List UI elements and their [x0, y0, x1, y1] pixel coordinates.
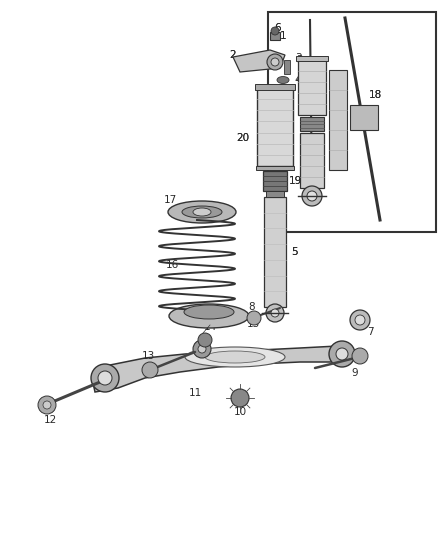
- Circle shape: [350, 310, 370, 330]
- Circle shape: [198, 345, 206, 353]
- Circle shape: [307, 191, 317, 201]
- Bar: [300, 117, 324, 131]
- Text: 16: 16: [166, 260, 179, 270]
- Circle shape: [271, 27, 279, 35]
- Bar: [300, 133, 324, 188]
- Bar: [270, 32, 280, 40]
- Text: 2: 2: [230, 50, 237, 60]
- Circle shape: [247, 311, 261, 325]
- Text: 19: 19: [288, 176, 302, 186]
- Text: 5: 5: [292, 247, 298, 257]
- Bar: [266, 191, 284, 197]
- Text: 7: 7: [367, 327, 373, 337]
- Circle shape: [271, 58, 279, 66]
- Circle shape: [336, 348, 348, 360]
- Circle shape: [198, 333, 212, 347]
- Bar: [268, 12, 436, 232]
- Circle shape: [38, 396, 56, 414]
- Ellipse shape: [193, 208, 211, 216]
- Text: 12: 12: [43, 415, 57, 425]
- Bar: [255, 84, 295, 90]
- Text: 13: 13: [141, 351, 155, 361]
- Text: 4: 4: [295, 75, 301, 85]
- Text: 17: 17: [163, 195, 177, 205]
- Text: 1: 1: [280, 31, 286, 41]
- Text: 5: 5: [292, 247, 298, 257]
- Ellipse shape: [169, 304, 249, 328]
- Text: 14: 14: [203, 322, 217, 332]
- Text: 8: 8: [249, 302, 255, 312]
- Circle shape: [352, 348, 368, 364]
- Bar: [263, 171, 287, 191]
- Text: 20: 20: [237, 133, 250, 143]
- Circle shape: [302, 186, 322, 206]
- Text: 19: 19: [288, 176, 302, 186]
- Ellipse shape: [168, 201, 236, 223]
- Circle shape: [142, 362, 158, 378]
- Polygon shape: [233, 50, 285, 72]
- Text: 10: 10: [233, 407, 247, 417]
- Circle shape: [43, 401, 51, 409]
- Text: 1: 1: [280, 31, 286, 41]
- Text: 20: 20: [237, 133, 250, 143]
- Bar: [350, 105, 378, 130]
- Ellipse shape: [277, 77, 289, 84]
- Text: 2: 2: [230, 50, 237, 60]
- Bar: [264, 197, 286, 307]
- Circle shape: [231, 389, 249, 407]
- Circle shape: [267, 54, 283, 70]
- Bar: [298, 60, 326, 115]
- Text: 15: 15: [246, 319, 260, 329]
- Text: 3: 3: [296, 55, 302, 65]
- Text: 18: 18: [368, 90, 381, 100]
- Circle shape: [193, 340, 211, 358]
- Circle shape: [271, 309, 279, 317]
- Text: 6: 6: [275, 23, 281, 33]
- Circle shape: [329, 341, 355, 367]
- Ellipse shape: [185, 347, 285, 367]
- Text: 3: 3: [295, 53, 301, 63]
- Ellipse shape: [205, 351, 265, 363]
- Bar: [329, 70, 347, 170]
- Text: 11: 11: [188, 388, 201, 398]
- Circle shape: [355, 315, 365, 325]
- Circle shape: [98, 371, 112, 385]
- Bar: [296, 56, 328, 61]
- Circle shape: [91, 364, 119, 392]
- Bar: [256, 166, 294, 170]
- Bar: [257, 88, 293, 166]
- Text: 18: 18: [368, 90, 381, 100]
- Text: 9: 9: [352, 368, 358, 378]
- Bar: [284, 60, 290, 74]
- Circle shape: [266, 304, 284, 322]
- Ellipse shape: [184, 305, 234, 319]
- Ellipse shape: [182, 206, 222, 218]
- Text: 6: 6: [275, 23, 281, 33]
- Text: 4: 4: [296, 75, 302, 85]
- Polygon shape: [92, 346, 350, 392]
